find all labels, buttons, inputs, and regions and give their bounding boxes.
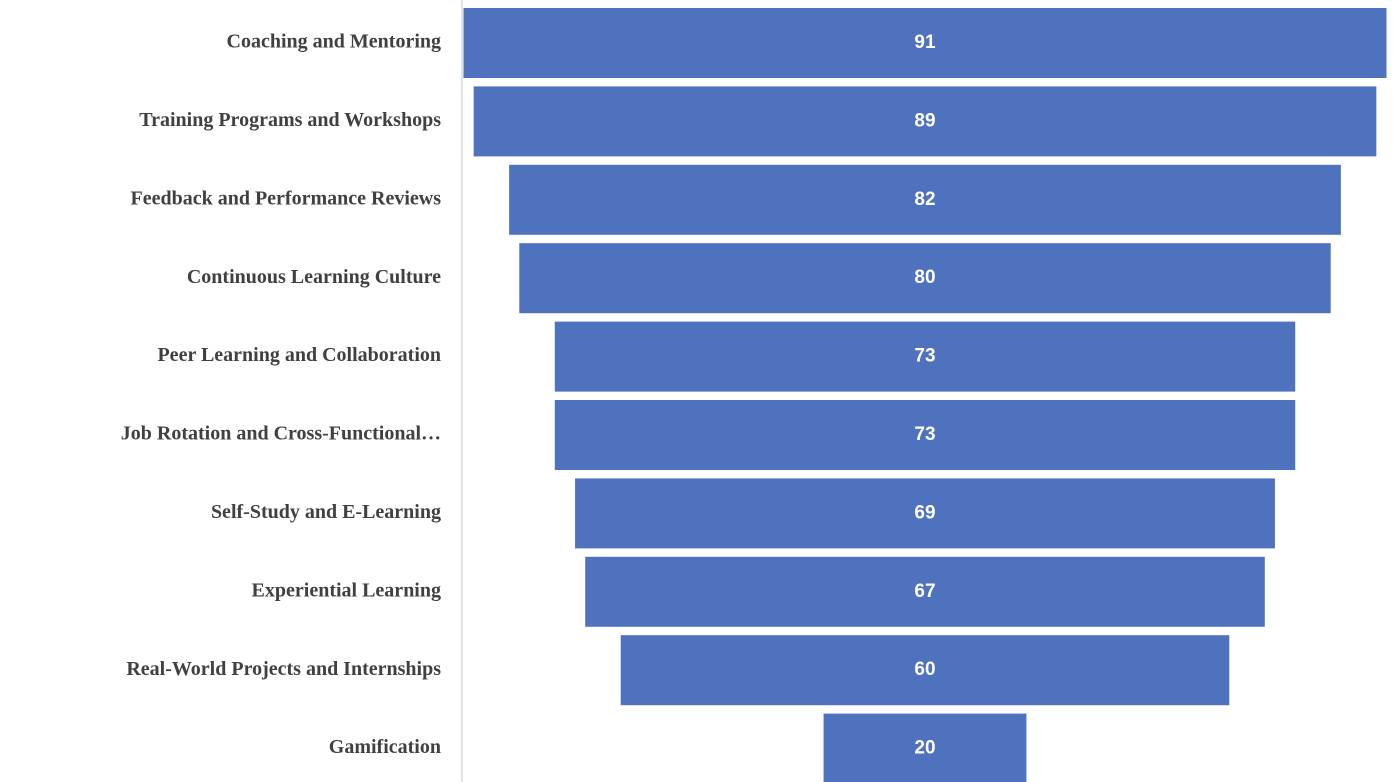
category-label: Continuous Learning Culture — [187, 266, 441, 288]
category-label: Real-World Projects and Internships — [126, 658, 441, 680]
category-label: Self-Study and E-Learning — [211, 501, 441, 523]
bar — [823, 713, 1027, 782]
value-label: 89 — [914, 110, 935, 131]
value-label: 73 — [914, 346, 935, 367]
value-label: 91 — [914, 32, 936, 53]
value-label: 82 — [914, 189, 935, 210]
bar — [519, 243, 1331, 314]
value-label: 60 — [914, 659, 935, 680]
bar — [473, 86, 1377, 157]
category-label: Peer Learning and Collaboration — [157, 344, 441, 366]
category-label: Coaching and Mentoring — [227, 31, 441, 53]
value-label: 80 — [914, 267, 935, 288]
value-label: 69 — [914, 502, 935, 523]
category-label: Gamification — [329, 736, 441, 758]
value-label: 67 — [914, 581, 935, 602]
value-label: 20 — [914, 738, 935, 759]
category-label: Job Rotation and Cross-Functional… — [121, 423, 441, 445]
category-label: Feedback and Performance Reviews — [131, 187, 442, 209]
value-label: 73 — [914, 424, 935, 445]
bar — [575, 478, 1275, 549]
bar — [620, 635, 1230, 706]
bar — [509, 164, 1341, 235]
bar — [554, 321, 1296, 392]
category-label: Training Programs and Workshops — [139, 109, 441, 131]
category-label: Experiential Learning — [252, 579, 441, 601]
bar — [585, 556, 1265, 627]
bar — [463, 8, 1387, 78]
bar — [554, 400, 1296, 470]
